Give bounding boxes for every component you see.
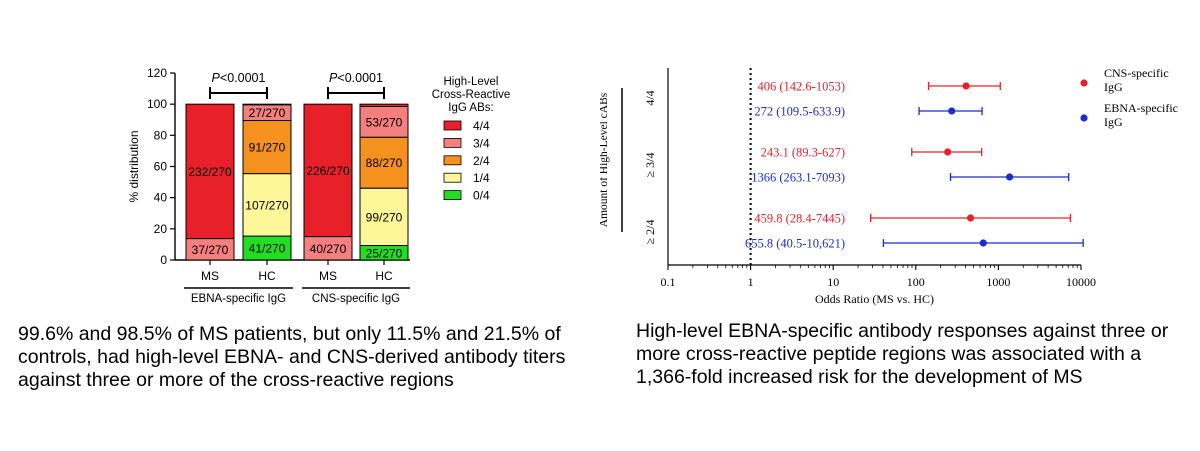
bar-data-label: 41/270 xyxy=(249,242,286,256)
group-label: EBNA-specific IgG xyxy=(191,293,286,305)
x-tick-label: MS xyxy=(319,269,337,283)
row-data-label: 243.1 (89.3-627) xyxy=(761,146,845,160)
x-tick-label: 10000 xyxy=(1066,275,1096,289)
x-tick-label: HC xyxy=(375,269,393,283)
legend-swatch xyxy=(443,120,462,131)
bar-data-label: 27/270 xyxy=(249,106,286,120)
y-tick-label: 0 xyxy=(160,253,167,267)
x-tick-label: 10 xyxy=(827,275,839,289)
bar-data-label: 99/270 xyxy=(366,210,403,224)
legend-label: EBNA-specific xyxy=(1104,101,1178,115)
bar-segment xyxy=(242,173,292,237)
legend-label: 1/4 xyxy=(473,171,490,185)
legend-label: 3/4 xyxy=(473,136,490,150)
bar-data-label: 37/270 xyxy=(192,243,229,257)
bar-data-label: 91/270 xyxy=(249,141,286,155)
x-tick-label: HC xyxy=(258,269,276,283)
bar-data-label: 53/270 xyxy=(366,115,403,129)
row-data-label: 655.8 (40.5-10,621) xyxy=(745,237,845,251)
x-axis-label: Odds Ratio (MS vs. HC) xyxy=(815,292,934,306)
bar-segment xyxy=(359,103,409,107)
legend-swatch xyxy=(443,190,462,201)
p-value-label: P<0.0001 xyxy=(329,71,383,85)
x-tick-label: MS xyxy=(201,269,219,283)
row-data-label: 406 (142.6-1053) xyxy=(758,80,846,94)
row-group-label: ≥ 2/4 xyxy=(643,220,657,245)
legend-label: 4/4 xyxy=(473,119,490,133)
bar-data-label: 107/270 xyxy=(245,198,289,212)
bar-data-label: 88/270 xyxy=(366,156,403,170)
bar-data-label: 25/270 xyxy=(366,246,403,260)
legend-marker xyxy=(1080,79,1088,87)
x-tick-label: 1000 xyxy=(986,275,1010,289)
stacked-bar-chart: 0 20 40 60 80 100 120 % distribution 37/270 232/2… xyxy=(127,66,511,305)
legend-swatch xyxy=(443,172,462,183)
odds-ratio-point xyxy=(979,239,987,247)
legend-label: 0/4 xyxy=(473,189,490,203)
bar-segment xyxy=(185,103,235,240)
legend-title: Cross-Reactive xyxy=(432,89,511,101)
legend-label: IgG xyxy=(1104,80,1123,94)
legend-label: IgG xyxy=(1104,115,1123,129)
y-tick-label: 100 xyxy=(147,97,167,111)
bar-segment xyxy=(242,120,292,175)
bar-segment xyxy=(242,103,292,106)
bar-data-label: 40/270 xyxy=(310,242,347,256)
legend-swatch xyxy=(443,137,462,148)
y-tick-label: 60 xyxy=(154,160,168,174)
forest-plot: 0.1 1 10 100 1000 10000 Odds Ratio (MS vs. HC)… xyxy=(600,66,1178,306)
row-data-label: 1366 (263.1-7093) xyxy=(751,171,845,185)
legend-label: CNS-specific xyxy=(1104,66,1169,80)
legend-swatch xyxy=(443,155,462,166)
bar-segment xyxy=(359,105,409,138)
caption-right: High-level EBNA-specific antibody respon… xyxy=(636,320,1169,388)
x-tick-label: 100 xyxy=(907,275,925,289)
caption-left: 99.6% and 98.5% of MS patients, but only… xyxy=(18,323,566,391)
legend-title: IgG ABs: xyxy=(448,102,493,114)
p-value-label: P<0.0001 xyxy=(212,71,266,85)
y-tick-label: 80 xyxy=(154,128,168,142)
legend-label: 2/4 xyxy=(473,154,490,168)
odds-ratio-point xyxy=(966,214,975,222)
row-group-label: 4/4 xyxy=(643,90,657,105)
group-label: CNS-specific IgG xyxy=(312,293,400,305)
y-tick-label: 120 xyxy=(147,66,167,80)
odds-ratio-point xyxy=(948,107,956,115)
row-data-label: 459.8 (28.4-7445) xyxy=(754,212,845,226)
x-tick-label: 1 xyxy=(748,275,754,289)
y-tick-label: 20 xyxy=(154,222,168,236)
y-axis-label: % distribution xyxy=(127,130,141,202)
bar-segment xyxy=(359,136,409,189)
row-data-label: 272 (109.5-633.9) xyxy=(754,105,845,119)
x-tick-label: 0.1 xyxy=(661,275,676,289)
bar-data-label: 232/270 xyxy=(188,165,232,179)
bar-segment xyxy=(303,103,353,238)
odds-ratio-point xyxy=(962,82,970,90)
bar-segment xyxy=(359,187,409,247)
y-tick-label: 40 xyxy=(154,191,168,205)
legend-title: High-Level xyxy=(444,76,499,88)
odds-ratio-point xyxy=(1005,173,1014,181)
y-axis-label: Amount of High-Level cABs xyxy=(600,92,610,227)
legend-marker xyxy=(1080,114,1088,122)
odds-ratio-point xyxy=(944,148,952,156)
bar-data-label: 226/270 xyxy=(306,164,350,178)
row-group-label: ≥ 3/4 xyxy=(643,153,657,178)
